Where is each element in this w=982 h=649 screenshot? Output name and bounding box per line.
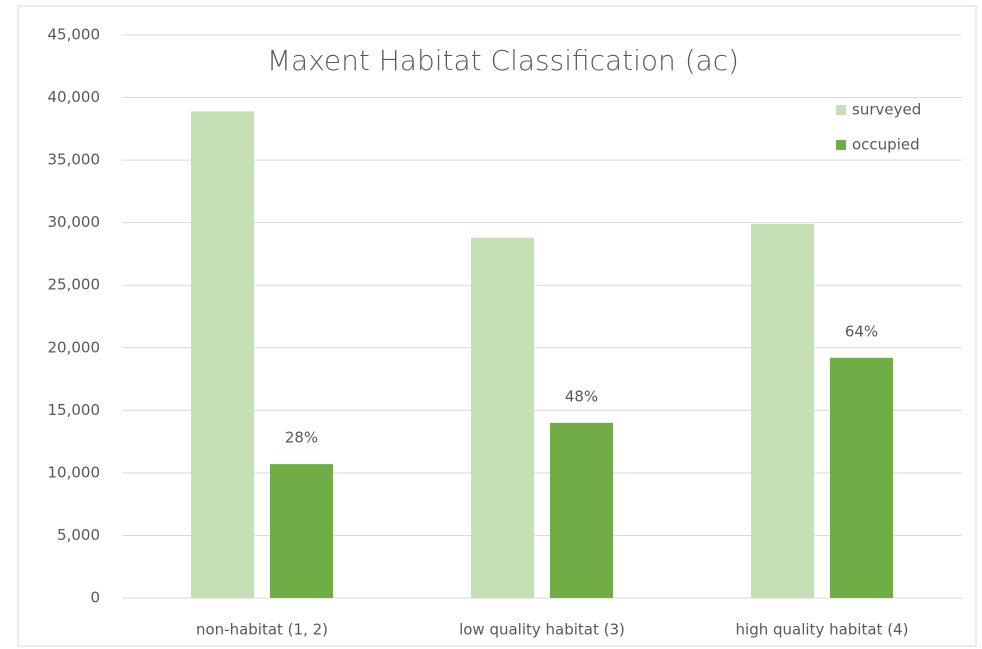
y-tick-label: 45,000 xyxy=(48,26,101,44)
y-tick-label: 20,000 xyxy=(48,338,101,356)
chart-title: Maxent Habitat Classification (ac) xyxy=(267,44,739,77)
bar xyxy=(270,464,333,598)
y-tick-label: 10,000 xyxy=(48,463,101,481)
y-tick-label: 15,000 xyxy=(48,401,101,419)
bar xyxy=(550,422,613,598)
y-tick-label: 25,000 xyxy=(48,276,101,294)
y-tick-label: 0 xyxy=(90,589,100,607)
x-tick-label: non-habitat (1, 2) xyxy=(196,621,328,639)
legend-label: surveyed xyxy=(852,101,921,119)
x-tick-label: low quality habitat (3) xyxy=(459,621,625,639)
bar xyxy=(830,357,893,598)
chart-border xyxy=(17,5,977,647)
x-tick-label: high quality habitat (4) xyxy=(736,621,909,639)
legend-swatch xyxy=(836,105,846,115)
data-label: 48% xyxy=(565,387,598,405)
y-tick-label: 40,000 xyxy=(48,88,101,106)
bar xyxy=(191,111,254,598)
y-tick-label: 35,000 xyxy=(48,151,101,169)
data-label: 64% xyxy=(845,322,878,340)
legend-swatch xyxy=(836,140,846,150)
data-label: 28% xyxy=(285,429,318,447)
y-tick-label: 30,000 xyxy=(48,213,101,231)
bar xyxy=(751,223,814,598)
bar xyxy=(471,237,534,598)
y-tick-label: 5,000 xyxy=(57,526,100,544)
legend-label: occupied xyxy=(852,136,920,154)
